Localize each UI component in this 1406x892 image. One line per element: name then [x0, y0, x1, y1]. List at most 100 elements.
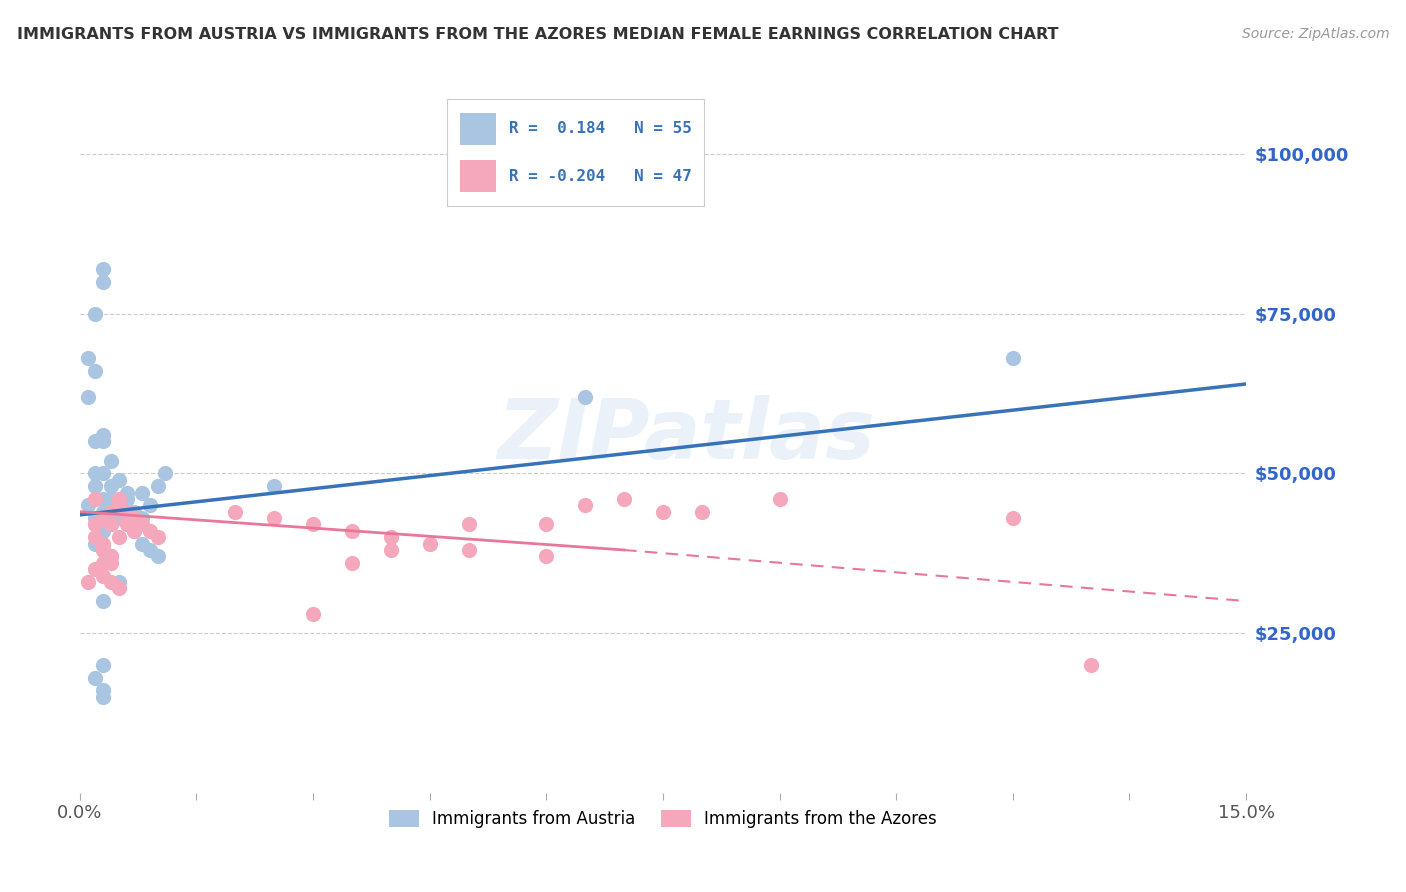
Point — [84, 530, 107, 544]
Point — [91, 524, 114, 538]
Point — [574, 390, 596, 404]
Point — [107, 530, 129, 544]
Point — [107, 511, 129, 525]
Point — [224, 505, 246, 519]
Text: Source: ZipAtlas.com: Source: ZipAtlas.com — [1241, 27, 1389, 41]
Point — [124, 505, 146, 519]
Point — [91, 568, 114, 582]
Point — [76, 390, 98, 404]
Point — [139, 498, 162, 512]
Point — [536, 549, 558, 564]
Point — [1001, 351, 1024, 366]
Point — [107, 574, 129, 589]
Point — [652, 505, 675, 519]
Point — [84, 467, 107, 481]
Point — [302, 517, 325, 532]
Point — [84, 307, 107, 321]
Point — [419, 536, 441, 550]
Point — [91, 275, 114, 289]
Point — [91, 428, 114, 442]
Point — [155, 467, 177, 481]
Point — [613, 491, 636, 506]
Point — [84, 536, 107, 550]
Point — [84, 517, 107, 532]
Point — [115, 517, 138, 532]
Point — [100, 505, 122, 519]
Point — [91, 434, 114, 449]
Point — [91, 543, 114, 558]
Point — [1001, 511, 1024, 525]
Point — [124, 524, 146, 538]
Point — [100, 549, 122, 564]
Point — [139, 543, 162, 558]
Point — [84, 479, 107, 493]
Point — [115, 485, 138, 500]
Point — [91, 262, 114, 277]
Point — [115, 491, 138, 506]
Point — [91, 511, 114, 525]
Text: ZIPatlas: ZIPatlas — [498, 394, 876, 475]
Legend: Immigrants from Austria, Immigrants from the Azores: Immigrants from Austria, Immigrants from… — [382, 803, 943, 834]
Point — [100, 491, 122, 506]
Point — [302, 607, 325, 621]
Point — [91, 556, 114, 570]
Point — [146, 530, 169, 544]
Point — [146, 479, 169, 493]
Point — [91, 467, 114, 481]
Point — [107, 491, 129, 506]
Point — [263, 511, 285, 525]
Point — [100, 556, 122, 570]
Point — [124, 511, 146, 525]
Point — [263, 479, 285, 493]
Point — [91, 511, 114, 525]
Point — [100, 498, 122, 512]
Point — [146, 549, 169, 564]
Point — [91, 657, 114, 672]
Point — [139, 524, 162, 538]
Text: IMMIGRANTS FROM AUSTRIA VS IMMIGRANTS FROM THE AZORES MEDIAN FEMALE EARNINGS COR: IMMIGRANTS FROM AUSTRIA VS IMMIGRANTS FR… — [17, 27, 1059, 42]
Point — [91, 505, 114, 519]
Point — [124, 524, 146, 538]
Point — [91, 690, 114, 704]
Point — [457, 543, 479, 558]
Point — [76, 574, 98, 589]
Point — [536, 517, 558, 532]
Point — [131, 517, 153, 532]
Point — [768, 491, 790, 506]
Point — [107, 498, 129, 512]
Point — [115, 511, 138, 525]
Point — [100, 517, 122, 532]
Point — [100, 574, 122, 589]
Point — [107, 473, 129, 487]
Point — [124, 511, 146, 525]
Point — [100, 453, 122, 467]
Point — [100, 517, 122, 532]
Point — [91, 491, 114, 506]
Point — [91, 594, 114, 608]
Point — [690, 505, 713, 519]
Point — [380, 543, 402, 558]
Point — [84, 364, 107, 378]
Point — [100, 549, 122, 564]
Point — [100, 479, 122, 493]
Point — [91, 543, 114, 558]
Point — [107, 491, 129, 506]
Point — [457, 517, 479, 532]
Point — [340, 524, 363, 538]
Point — [131, 536, 153, 550]
Point — [91, 683, 114, 698]
Point — [107, 505, 129, 519]
Point — [84, 517, 107, 532]
Point — [115, 505, 138, 519]
Point — [91, 536, 114, 550]
Point — [380, 530, 402, 544]
Point — [84, 434, 107, 449]
Point — [84, 491, 107, 506]
Point — [76, 498, 98, 512]
Point — [574, 498, 596, 512]
Point — [84, 511, 107, 525]
Point — [340, 556, 363, 570]
Point — [1080, 657, 1102, 672]
Point — [76, 351, 98, 366]
Point — [100, 505, 122, 519]
